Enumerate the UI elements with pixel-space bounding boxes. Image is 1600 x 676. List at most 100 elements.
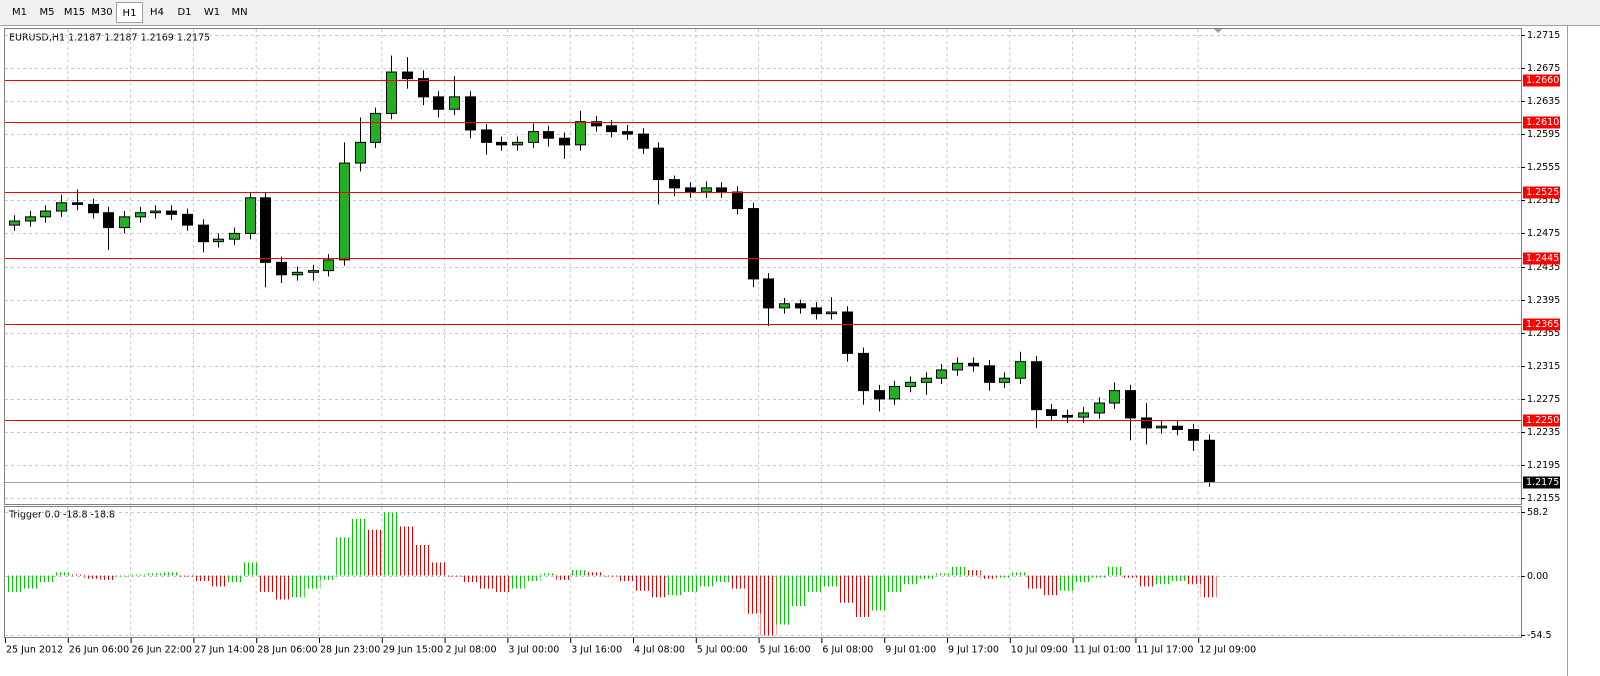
timeframe-button[interactable]: M30 — [91, 7, 113, 18]
histogram-bar — [587, 572, 604, 576]
time-label: 26 Jun 06:00 — [69, 645, 129, 656]
level-tag — [1523, 252, 1560, 265]
histogram-bar — [210, 575, 227, 587]
candle-body — [355, 141, 366, 164]
candle-body — [1015, 361, 1026, 379]
y-tick-label: 1.2555 — [1527, 162, 1560, 173]
level-label: 1.2445 — [1526, 253, 1559, 264]
y-tick-label: 1.2155 — [1527, 493, 1560, 504]
timeframe-button[interactable]: MN — [231, 7, 248, 18]
time-label: 5 Jul 00:00 — [697, 645, 748, 656]
histogram-bar — [351, 518, 368, 576]
y-tick-label: 1.2235 — [1527, 427, 1560, 438]
candle-body — [1125, 390, 1136, 419]
candle-body — [465, 96, 476, 131]
histogram-bar — [21, 575, 38, 589]
timeframe-button[interactable]: W1 — [203, 7, 221, 18]
time-label: 9 Jul 17:00 — [948, 645, 999, 656]
y-tick-label: 1.2195 — [1527, 460, 1560, 471]
current-price-tag — [1523, 476, 1560, 489]
histogram-bar — [257, 575, 274, 592]
histogram-bar — [1185, 575, 1201, 585]
histogram-bar — [383, 512, 400, 576]
candle-body — [1188, 429, 1199, 441]
timeframe-button[interactable]: H1 — [116, 2, 143, 23]
time-label: 4 Jul 08:00 — [634, 645, 685, 656]
y-tick-label: 1.2635 — [1527, 96, 1560, 107]
histogram-bar — [163, 572, 179, 576]
candle-body — [622, 131, 633, 135]
time-label: 27 Jun 14:00 — [194, 645, 254, 656]
histogram-bar — [823, 575, 840, 587]
histogram-bar — [964, 570, 981, 576]
time-label: 2 Jul 08:00 — [446, 645, 497, 656]
histogram-bar — [996, 575, 1013, 578]
histogram-bar — [886, 575, 903, 592]
histogram-bar — [1169, 575, 1186, 581]
level-label: 1.2365 — [1526, 319, 1559, 330]
time-label: 25 Jun 2012 — [6, 645, 63, 656]
symbol-info: EURUSD,H1 1.2187 1.2187 1.2169 1.2175 — [9, 33, 210, 44]
histogram-bar — [540, 573, 557, 576]
candle-body — [638, 133, 649, 149]
candle-body — [135, 212, 146, 218]
candle-body — [88, 203, 99, 214]
level-tag — [1523, 186, 1560, 199]
candle-body — [889, 385, 900, 400]
histogram-bar — [289, 575, 305, 598]
level-tag — [1523, 414, 1560, 427]
timeframe-button[interactable]: D1 — [177, 7, 192, 18]
timeframe-button[interactable]: H4 — [150, 7, 164, 18]
candle-body — [1078, 412, 1089, 418]
candle-body — [763, 278, 774, 309]
candle-body — [9, 220, 20, 226]
histogram-bar — [1153, 575, 1170, 585]
y-tick-label: 1.2275 — [1527, 394, 1560, 405]
histogram-bar — [1200, 575, 1217, 598]
level-tag — [1523, 116, 1560, 129]
time-label: 3 Jul 00:00 — [508, 645, 559, 656]
histogram-bar — [6, 575, 22, 592]
histogram-bar — [1043, 575, 1060, 596]
time-label: 29 Jun 15:00 — [383, 645, 443, 656]
y-tick-label: 58.2 — [1527, 507, 1548, 518]
time-label: 5 Jul 16:00 — [760, 645, 811, 656]
histogram-bar — [666, 575, 682, 596]
level-label: 1.2660 — [1526, 75, 1559, 86]
histogram-bar — [446, 575, 462, 577]
level-tag — [1523, 74, 1560, 87]
histogram-bar — [1122, 575, 1138, 578]
histogram-bar — [399, 526, 415, 576]
histogram-bar — [524, 575, 541, 581]
candle-body — [1109, 390, 1120, 404]
candle-body — [386, 71, 397, 114]
candle-body — [1141, 417, 1152, 429]
candle-body — [1031, 361, 1042, 411]
candle-body — [606, 125, 617, 133]
histogram-bar — [1137, 575, 1154, 587]
candle-body — [826, 311, 837, 315]
histogram-bar — [68, 574, 85, 576]
candle-body — [905, 381, 916, 387]
candle-body — [795, 303, 806, 309]
indicator-pane-frame — [4, 506, 1522, 638]
candle-body — [402, 71, 413, 80]
y-tick-label: 1.2675 — [1527, 63, 1560, 74]
histogram-bar — [682, 575, 698, 592]
histogram-bar — [53, 572, 69, 576]
histogram-bar — [84, 575, 101, 579]
candle-body — [528, 131, 539, 143]
candle-body — [968, 362, 979, 367]
candle-body — [339, 162, 350, 261]
histogram-bar — [116, 575, 132, 577]
candle-body — [984, 365, 995, 383]
timeframe-button[interactable]: M1 — [12, 7, 27, 18]
level-label: 1.2525 — [1526, 187, 1559, 198]
candle-body — [669, 179, 680, 189]
histogram-bar — [37, 575, 54, 583]
timeframe-button[interactable]: M15 — [63, 7, 86, 18]
histogram-bar — [1059, 575, 1075, 591]
indicator-info: Trigger 0.0 -18.8 -18.8 — [8, 510, 115, 521]
timeframe-button[interactable]: M5 — [39, 7, 55, 18]
time-label: 11 Jul 01:00 — [1074, 645, 1131, 656]
